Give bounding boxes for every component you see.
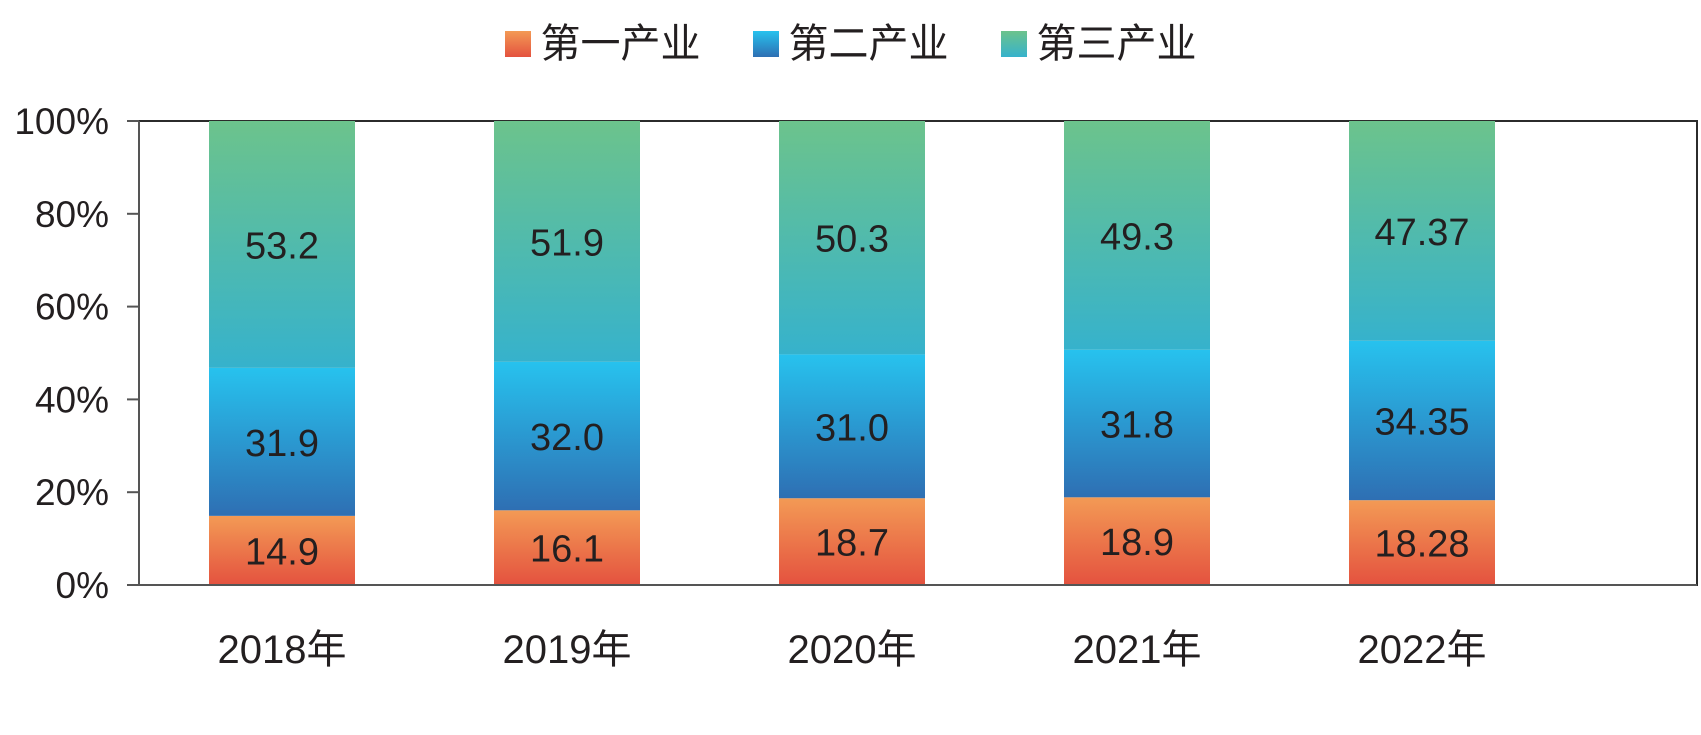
data-label-primary-industry: 16.1 bbox=[530, 529, 604, 571]
legend-label-tertiary-industry: 第三产业 bbox=[1036, 21, 1197, 67]
bar-segment-primary-industry bbox=[1349, 500, 1495, 585]
bar-segment-primary-industry bbox=[209, 515, 355, 585]
data-label-secondary-industry: 32.0 bbox=[530, 417, 604, 459]
data-label-primary-industry: 18.9 bbox=[1100, 522, 1174, 564]
bar-segment-tertiary-industry bbox=[1349, 121, 1495, 341]
legend-swatch-secondary-industry bbox=[752, 31, 779, 57]
data-label-secondary-industry: 31.9 bbox=[245, 423, 319, 465]
bar-segment-secondary-industry bbox=[209, 367, 355, 516]
legend-label-primary-industry: 第一产业 bbox=[540, 21, 701, 67]
data-label-primary-industry: 14.9 bbox=[245, 531, 319, 573]
legend-label-secondary-industry: 第二产业 bbox=[788, 21, 949, 67]
data-label-tertiary-industry: 50.3 bbox=[815, 219, 889, 261]
bar-segment-secondary-industry bbox=[1064, 349, 1210, 498]
data-label-tertiary-industry: 49.3 bbox=[1100, 216, 1174, 258]
data-label-secondary-industry: 34.35 bbox=[1374, 401, 1469, 443]
x-tick-label: 2018年 bbox=[218, 628, 347, 672]
data-label-tertiary-industry: 53.2 bbox=[245, 225, 319, 267]
y-tick-label: 100% bbox=[14, 101, 109, 142]
x-tick-label: 2021年 bbox=[1073, 628, 1202, 672]
legend-item-tertiary-industry: 第三产业 bbox=[1000, 14, 1197, 74]
legend-item-secondary-industry: 第二产业 bbox=[752, 14, 949, 74]
bar-segment-secondary-industry bbox=[1349, 340, 1495, 501]
legend-swatch-tertiary-industry bbox=[1000, 31, 1027, 57]
y-tick-label: 60% bbox=[35, 287, 109, 328]
bar-segment-tertiary-industry bbox=[494, 121, 640, 362]
data-label-primary-industry: 18.28 bbox=[1374, 524, 1469, 566]
x-tick-label: 2020年 bbox=[788, 628, 917, 672]
data-label-secondary-industry: 31.0 bbox=[815, 407, 889, 449]
bar-segment-tertiary-industry bbox=[209, 121, 355, 368]
bar-segment-primary-industry bbox=[1064, 497, 1210, 585]
bar-segment-primary-industry bbox=[494, 510, 640, 585]
y-tick-label: 80% bbox=[35, 194, 109, 235]
y-tick-label: 20% bbox=[35, 472, 109, 513]
data-label-secondary-industry: 31.8 bbox=[1100, 405, 1174, 447]
y-tick-label: 40% bbox=[35, 379, 109, 420]
legend-swatch-primary-industry bbox=[504, 31, 531, 57]
x-tick-label: 2022年 bbox=[1358, 628, 1487, 672]
bar-segment-secondary-industry bbox=[779, 354, 925, 499]
bar-segment-tertiary-industry bbox=[779, 121, 925, 355]
data-label-tertiary-industry: 51.9 bbox=[530, 222, 604, 264]
data-label-primary-industry: 18.7 bbox=[815, 523, 889, 565]
bar-segment-secondary-industry bbox=[494, 361, 640, 511]
legend: 第一产业 第二产业 第三产业 bbox=[0, 14, 1701, 74]
bar-segment-tertiary-industry bbox=[1064, 121, 1210, 350]
bar-segment-primary-industry bbox=[779, 498, 925, 585]
x-tick-label: 2019年 bbox=[503, 628, 632, 672]
data-label-tertiary-industry: 47.37 bbox=[1374, 212, 1469, 254]
legend-item-primary-industry: 第一产业 bbox=[504, 14, 701, 74]
y-tick-label: 0% bbox=[56, 565, 109, 606]
